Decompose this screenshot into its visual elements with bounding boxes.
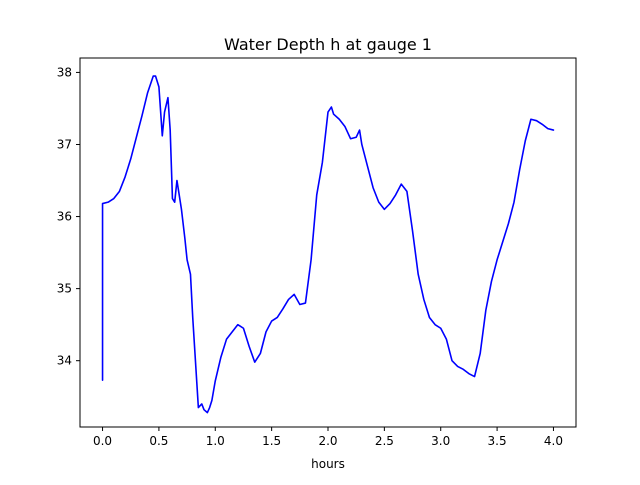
axis-ticks: 0.0 0.5 1.0 1.5 2.0 2.5 3.0 3.5 4.0 34 35 36 37 38 [57,65,563,448]
x-tick-label: 3.0 [431,434,450,448]
axes-frame [79,57,577,428]
y-tick-label: 38 [57,65,72,79]
y-tick-label: 37 [57,137,72,151]
y-tick-label: 34 [57,354,72,368]
y-tick-label: 35 [57,282,72,296]
x-tick-label: 3.5 [488,434,507,448]
x-tick-label: 2.5 [375,434,394,448]
chart-title: Water Depth h at gauge 1 [224,35,432,54]
plot-area [101,75,555,414]
x-axis-label: hours [311,457,345,471]
x-tick-label: 2.0 [318,434,337,448]
series-line [101,75,555,414]
x-tick-label: 1.0 [206,434,225,448]
y-tick-label: 36 [57,210,72,224]
x-tick-label: 0.0 [93,434,112,448]
x-tick-label: 0.5 [149,434,168,448]
x-tick-label: 4.0 [544,434,563,448]
x-tick-label: 1.5 [262,434,281,448]
